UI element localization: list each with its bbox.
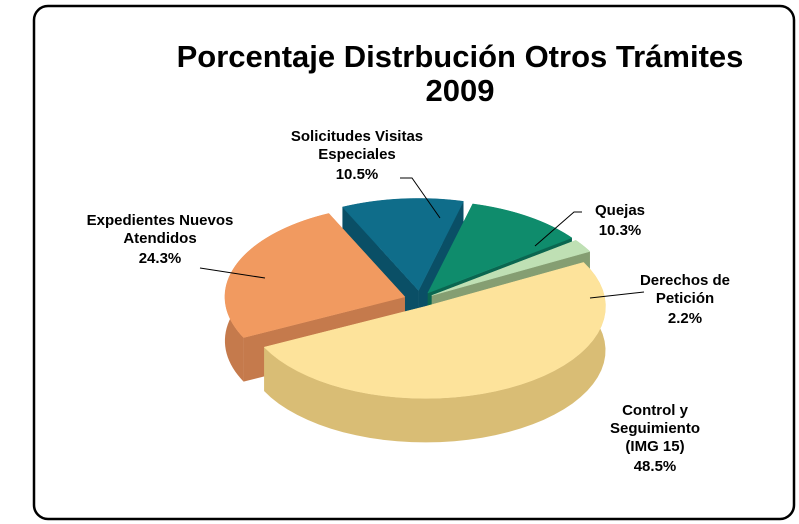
leader-line [199,267,266,279]
slice-label: Derechos de Petición 2.2% [630,272,740,328]
category-label: Expedientes Nuevos Atendidos [86,212,234,247]
slice-label: Expedientes Nuevos Atendidos 24.3% [80,212,240,268]
category-label: Control y Seguimiento (IMG 15) [610,402,701,455]
category-label: Quejas [594,202,646,219]
value-label: 24.3% [138,250,182,267]
value-label: 10.5% [335,166,379,183]
value-label: 2.2% [667,310,703,327]
leader-line [534,211,582,247]
chart-title: Porcentaje Distrbución Otros Trámites 20… [176,39,744,108]
leaders [199,177,645,299]
slice-label: Solicitudes Visitas Especiales 10.5% [287,128,427,184]
category-label: Solicitudes Visitas Especiales [290,128,424,163]
slice-top [263,262,606,399]
slice-top [427,203,573,294]
slice-side [264,262,606,443]
slice-top [224,213,406,338]
pie [224,198,606,443]
leader-line [589,291,645,299]
value-label: 10.3% [598,222,642,239]
leader-line [400,177,441,219]
slice-label: Control y Seguimiento (IMG 15) 48.5% [610,402,700,476]
slice-top [341,198,464,291]
value-label: 48.5% [633,458,677,475]
category-label: Derechos de Petición [639,272,731,307]
slice [263,262,606,443]
slice-top [431,240,591,296]
slice-label: Quejas 10.3% [580,202,660,240]
